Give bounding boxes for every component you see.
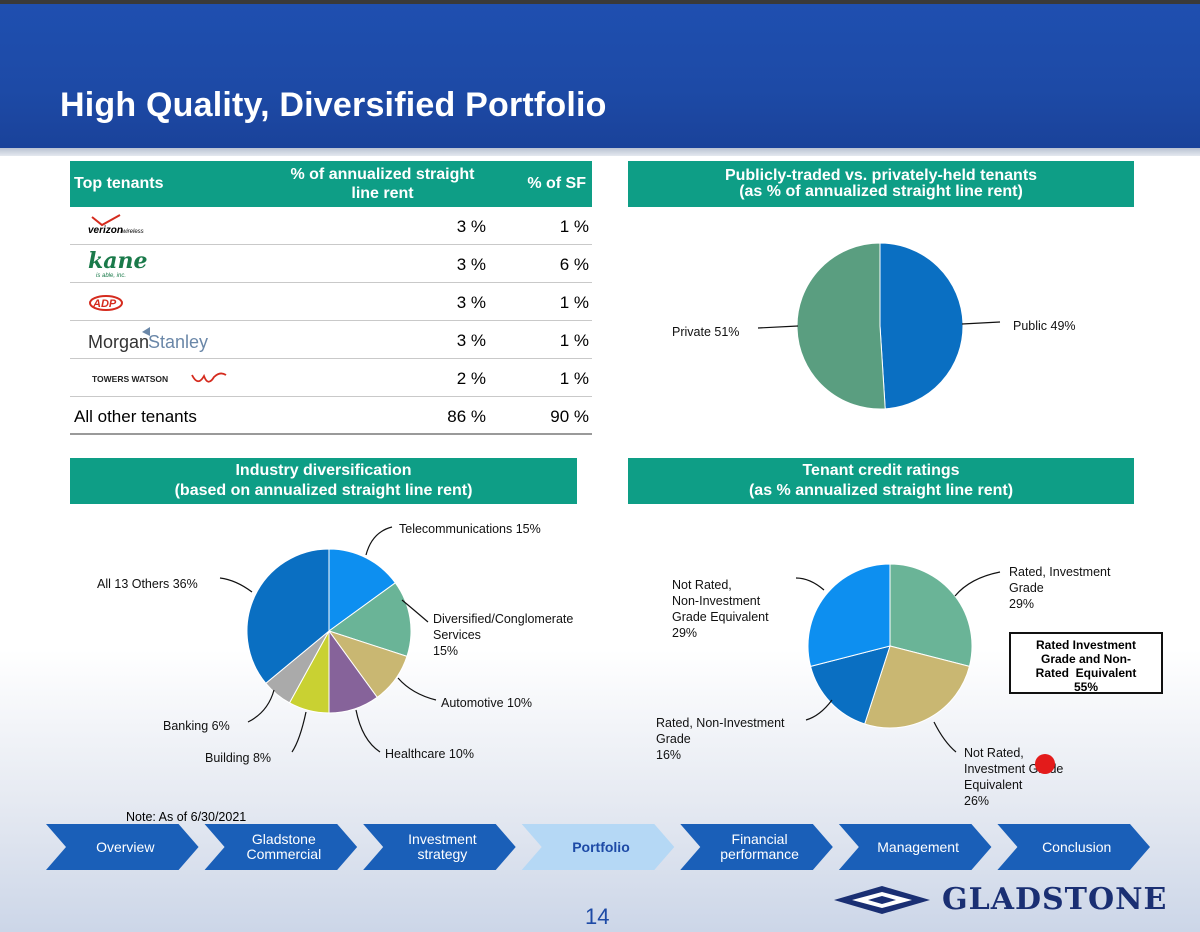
nav-chevron-shape xyxy=(997,824,1150,870)
nav-chevron-shape xyxy=(204,824,358,870)
towers-watson-logo: TOWERS WATSON xyxy=(92,372,227,384)
kane-logo: kane is able, inc. xyxy=(88,249,148,279)
nav-item-conclusion[interactable]: Conclusion xyxy=(1042,838,1112,855)
label-others: All 13 Others 36% xyxy=(97,577,198,591)
nav-chevron-shape xyxy=(363,824,516,870)
label-healthcare: Healthcare 10% xyxy=(385,747,474,761)
pie-slice-all-13-others xyxy=(246,548,330,684)
pie-slice-not-rated-investment-grade-equivalent xyxy=(864,645,971,729)
header-rent: % of annualized straight line rent xyxy=(290,166,475,202)
industry-header: Industry diversification (based on annua… xyxy=(70,458,577,504)
page-title: High Quality, Diversified Portfolio xyxy=(60,86,607,124)
sf-value: 1 % xyxy=(559,217,589,236)
nav-item-gladstone-commercial[interactable]: Gladstone Commercial xyxy=(246,831,322,862)
stanley-logo-text: Stanley xyxy=(148,332,208,352)
footnote: Note: As of 6/30/2021 xyxy=(126,810,247,824)
sf-value: 1 % xyxy=(559,293,589,312)
rent-value: 3 % xyxy=(456,217,486,236)
sf-value: 90 % xyxy=(550,407,589,426)
verizon-wireless-logo: verizon wireless xyxy=(88,214,144,236)
kane-logo-subtext: is able, inc. xyxy=(96,273,126,279)
sf-value: 1 % xyxy=(559,369,589,388)
nav-chevron-shape xyxy=(521,824,675,870)
label-rated-ig: Rated, Investment Grade 29% xyxy=(1009,565,1111,611)
nav-chevrons xyxy=(46,824,1150,870)
table-row: Morgan Stanley 3 % 1 % xyxy=(70,321,592,359)
morgan-logo-text: Morgan xyxy=(88,332,149,352)
public-private-header-line1: Publicly-traded vs. privately-held tenan… xyxy=(724,167,1038,184)
public-private-pie xyxy=(796,242,964,410)
label-building: Building 8% xyxy=(205,751,272,765)
pie-slice-public xyxy=(879,242,964,410)
header-band xyxy=(0,4,1200,148)
top-tenants-table: Top tenants % of annualized straight lin… xyxy=(70,161,592,435)
credit-header: Tenant credit ratings (as % annualized s… xyxy=(628,458,1134,504)
adp-logo-text: ADP xyxy=(92,298,117,310)
verizon-logo-subtext: wireless xyxy=(122,229,144,235)
pointer-dot xyxy=(1035,754,1055,774)
nav-item-overview[interactable]: Overview xyxy=(96,838,155,855)
morgan-stanley-logo: Morgan Stanley xyxy=(88,327,208,352)
nav-item-management[interactable]: Management xyxy=(877,838,959,855)
nav-chevron-shape xyxy=(838,824,992,870)
pie-slice-telecommunications xyxy=(328,548,397,632)
table-row: ADP 3 % 1 % xyxy=(70,283,592,321)
header-top-tenants: Top tenants xyxy=(74,175,164,192)
label-private: Private 51% xyxy=(672,325,740,339)
credit-pie xyxy=(807,563,973,729)
rent-value: 3 % xyxy=(456,293,486,312)
industry-header-line1: Industry diversification xyxy=(235,462,412,479)
nav-item-financial-performance[interactable]: Financial performance xyxy=(720,831,799,862)
industry-header-line2: (based on annualized straight line rent) xyxy=(174,482,473,499)
pie-slice-private xyxy=(796,242,886,410)
kane-logo-text: kane xyxy=(88,249,148,274)
towers-logo-text: TOWERS WATSON xyxy=(92,374,168,384)
table-row: All other tenants 86 % 90 % xyxy=(70,397,592,435)
public-private-header-line2: (as % of annualized straight line rent) xyxy=(739,183,1023,200)
table-row: verizon wireless 3 % 1 % xyxy=(70,207,592,245)
gladstone-logo-icon xyxy=(834,886,930,914)
sf-value: 1 % xyxy=(559,331,589,350)
brand-name: GLADSTONE xyxy=(942,882,1168,917)
rent-value: 3 % xyxy=(456,331,486,350)
rent-value: 2 % xyxy=(456,369,486,388)
label-automotive: Automotive 10% xyxy=(441,696,533,710)
header-stripe xyxy=(0,148,1200,156)
label-telecom: Telecommunications 15% xyxy=(399,522,541,536)
table-row: TOWERS WATSON 2 % 1 % xyxy=(70,359,592,397)
nav-chevron-shape xyxy=(680,824,833,870)
page-number: 14 xyxy=(585,904,610,929)
table-header: Top tenants % of annualized straight lin… xyxy=(70,161,592,207)
industry-pie xyxy=(246,548,412,714)
sf-value: 6 % xyxy=(559,255,589,274)
nav-item-portfolio[interactable]: Portfolio xyxy=(572,838,630,855)
public-private-header: Publicly-traded vs. privately-held tenan… xyxy=(628,161,1134,207)
label-diversified: Diversified/Conglomerate Services 15% xyxy=(433,612,574,658)
top-border xyxy=(0,0,1200,4)
credit-header-line2: (as % annualized straight line rent) xyxy=(748,482,1014,499)
leader-lines xyxy=(219,321,1001,753)
nav-item-investment-strategy[interactable]: Investment strategy xyxy=(408,831,477,862)
table-row: kane is able, inc. 3 % 6 % xyxy=(70,245,592,283)
verizon-logo-text: verizon xyxy=(88,225,123,236)
rent-value: 86 % xyxy=(447,407,486,426)
investment-grade-callout: Rated Investment Grade and Non- Rated Eq… xyxy=(1009,632,1163,694)
label-nr-nig: Not Rated, Non-Investment Grade Equivale… xyxy=(672,578,769,640)
rent-value: 3 % xyxy=(456,255,486,274)
section-nav: Overview Gladstone Commercial Investment s… xyxy=(46,824,1156,870)
credit-header-line1: Tenant credit ratings xyxy=(802,462,960,479)
adp-logo: ADP xyxy=(89,295,123,311)
label-rated-nig: Rated, Non-Investment Grade 16% xyxy=(656,716,785,762)
pie-slice-not-rated-non-investment-grade-equivalent xyxy=(807,563,891,668)
label-banking: Banking 6% xyxy=(163,719,230,733)
label-public: Public 49% xyxy=(1013,319,1076,333)
pie-slice-diversified-conglomerate-services xyxy=(327,582,412,657)
nav-chevron-shape xyxy=(46,824,199,870)
header-sf: % of SF xyxy=(527,175,586,192)
tenant-name: All other tenants xyxy=(74,407,197,426)
